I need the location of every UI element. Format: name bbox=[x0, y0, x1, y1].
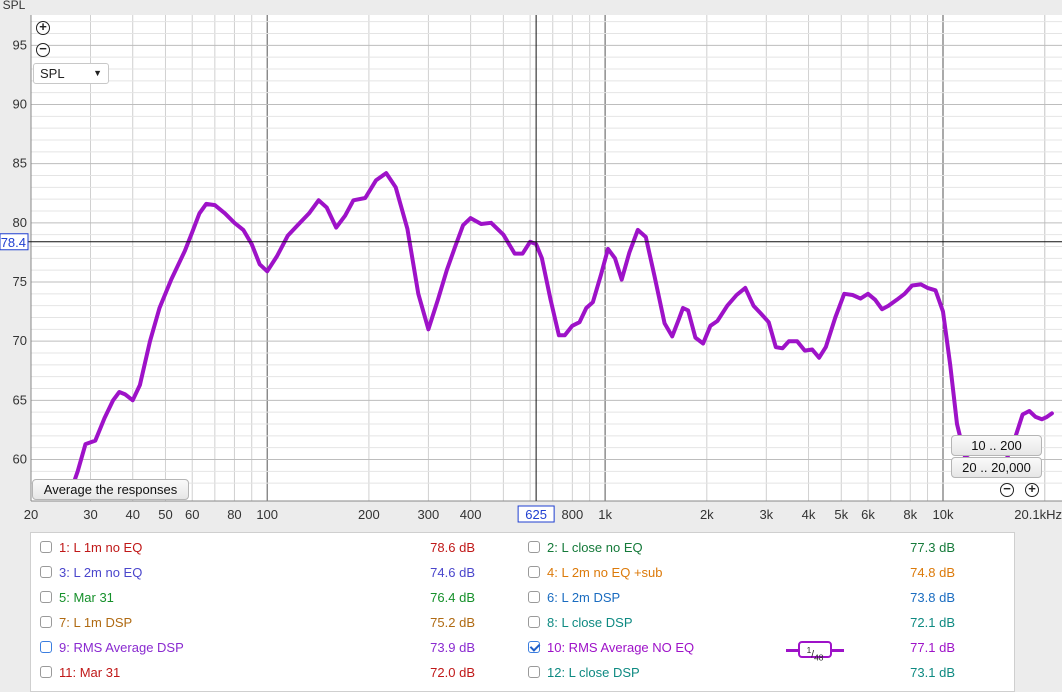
legend-checkbox[interactable] bbox=[40, 566, 52, 578]
legend-label: 9: RMS Average DSP bbox=[59, 640, 184, 655]
legend-item[interactable]: 12: L close DSP 73.1 dB bbox=[528, 663, 968, 683]
legend-label: 11: Mar 31 bbox=[59, 665, 121, 680]
cursor-x-readout: 625 bbox=[525, 507, 547, 522]
legend-value: 76.4 dB bbox=[430, 590, 475, 605]
measurement-select-value: SPL bbox=[40, 66, 65, 81]
legend-checkbox[interactable] bbox=[528, 591, 540, 603]
legend-value: 73.9 dB bbox=[430, 640, 475, 655]
legend-item[interactable]: 8: L close DSP 72.1 dB bbox=[528, 613, 968, 633]
legend-checkbox[interactable] bbox=[528, 566, 540, 578]
legend-checkbox[interactable] bbox=[528, 641, 540, 653]
legend-item[interactable]: 6: L 2m DSP 73.8 dB bbox=[528, 588, 968, 608]
legend-label: 1: L 1m no EQ bbox=[59, 540, 143, 555]
legend-label: 10: RMS Average NO EQ bbox=[547, 640, 695, 655]
x-tick-label: 80 bbox=[227, 507, 241, 522]
legend-label: 8: L close DSP bbox=[547, 615, 633, 630]
legend-item[interactable]: 5: Mar 31 76.4 dB bbox=[40, 588, 480, 608]
legend-value: 74.8 dB bbox=[910, 565, 955, 580]
legend-label: 3: L 2m no EQ bbox=[59, 565, 143, 580]
x-tick-label: 50 bbox=[158, 507, 172, 522]
y-tick-label: 80 bbox=[13, 215, 27, 230]
x-tick-label: 60 bbox=[185, 507, 199, 522]
y-tick-label: 70 bbox=[13, 333, 27, 348]
legend-item[interactable]: 11: Mar 31 72.0 dB bbox=[40, 663, 480, 683]
legend-value: 78.6 dB bbox=[430, 540, 475, 555]
cursor-x-readout-box bbox=[517, 505, 555, 523]
legend-value: 72.0 dB bbox=[430, 665, 475, 680]
legend-item[interactable]: 7: L 1m DSP 75.2 dB bbox=[40, 613, 480, 633]
y-axis-title: SPL bbox=[3, 0, 26, 12]
x-tick-label: 20 bbox=[24, 507, 38, 522]
legend-label: 12: L close DSP bbox=[547, 665, 640, 680]
x-tick-label: 300 bbox=[418, 507, 440, 522]
y-tick-label: 60 bbox=[13, 452, 27, 467]
y-tick-label: 75 bbox=[13, 274, 27, 289]
legend-value: 77.3 dB bbox=[910, 540, 955, 555]
average-responses-button[interactable]: Average the responses bbox=[32, 479, 189, 500]
x-tick-label: 5k bbox=[834, 507, 848, 522]
x-tick-label: 100 bbox=[256, 507, 278, 522]
smoothing-indicator[interactable]: 1/48 bbox=[786, 640, 844, 662]
y-tick-label: 95 bbox=[13, 37, 27, 52]
measurement-select[interactable]: SPL ▼ bbox=[33, 63, 109, 84]
x-tick-label: 800 bbox=[561, 507, 583, 522]
x-tick-label: 8k bbox=[903, 507, 917, 522]
legend-item[interactable]: 1: L 1m no EQ 78.6 dB bbox=[40, 538, 480, 558]
legend-label: 6: L 2m DSP bbox=[547, 590, 621, 605]
legend-item[interactable]: 2: L close no EQ 77.3 dB bbox=[528, 538, 968, 558]
x-tick-label: 1k bbox=[598, 507, 612, 522]
y-tick-label: 90 bbox=[13, 97, 27, 112]
x-tick-label: 10k bbox=[933, 507, 954, 522]
zoom-in-icon[interactable]: + bbox=[36, 20, 50, 35]
range-10-200-button[interactable]: 10 .. 200 bbox=[951, 435, 1042, 456]
x-tick-label: 20.1kHz bbox=[1014, 507, 1062, 522]
x-tick-label: 200 bbox=[358, 507, 380, 522]
series-line-rms-average-no-eq bbox=[67, 171, 1054, 497]
zoom-out-icon[interactable]: − bbox=[36, 42, 50, 57]
smoothing-value: 1/48 bbox=[798, 641, 832, 662]
legend-checkbox[interactable] bbox=[40, 616, 52, 628]
legend-label: 2: L close no EQ bbox=[547, 540, 643, 555]
legend-label: 4: L 2m no EQ +sub bbox=[547, 565, 663, 580]
legend-label: 7: L 1m DSP bbox=[59, 615, 133, 630]
legend-checkbox[interactable] bbox=[40, 666, 52, 678]
legend-item[interactable]: 3: L 2m no EQ 74.6 dB bbox=[40, 563, 480, 583]
legend-item[interactable]: 10: RMS Average NO EQ 77.1 dB bbox=[528, 638, 968, 658]
smoothing-numerator: 1 bbox=[806, 645, 812, 655]
zoom-out-x-icon[interactable]: − bbox=[1000, 482, 1014, 497]
legend-value: 73.1 dB bbox=[910, 665, 955, 680]
legend-checkbox[interactable] bbox=[40, 541, 52, 553]
y-tick-label: 65 bbox=[13, 392, 27, 407]
legend-checkbox[interactable] bbox=[528, 666, 540, 678]
x-tick-label: 400 bbox=[460, 507, 482, 522]
x-tick-label: 40 bbox=[125, 507, 139, 522]
legend-value: 77.1 dB bbox=[910, 640, 955, 655]
chevron-down-icon: ▼ bbox=[93, 68, 102, 78]
legend-value: 74.6 dB bbox=[430, 565, 475, 580]
legend-value: 72.1 dB bbox=[910, 615, 955, 630]
y-tick-label: 85 bbox=[13, 156, 27, 171]
frequency-response-chart[interactable]: 60 65 70 75 80 85 90 95 SPL 20 30 40 50 60 80 100 200 300… bbox=[0, 0, 1062, 530]
cursor-y-readout: 78.4 bbox=[1, 235, 26, 250]
legend-item[interactable]: 9: RMS Average DSP 73.9 dB bbox=[40, 638, 480, 658]
cursor-y-readout-box bbox=[0, 233, 29, 251]
range-20-20000-button[interactable]: 20 .. 20,000 bbox=[951, 457, 1042, 478]
x-tick-label: 4k bbox=[802, 507, 816, 522]
legend-item[interactable]: 4: L 2m no EQ +sub 74.8 dB bbox=[528, 563, 968, 583]
x-tick-label: 3k bbox=[759, 507, 773, 522]
legend-checkbox[interactable] bbox=[528, 616, 540, 628]
legend-value: 73.8 dB bbox=[910, 590, 955, 605]
smoothing-denominator: 48 bbox=[814, 652, 824, 663]
legend-checkbox[interactable] bbox=[528, 541, 540, 553]
legend-label: 5: Mar 31 bbox=[59, 590, 114, 605]
x-tick-label: 6k bbox=[861, 507, 875, 522]
measurement-legend: 1: L 1m no EQ 78.6 dB 2: L close no EQ 77.3… bbox=[30, 532, 1015, 692]
legend-value: 75.2 dB bbox=[430, 615, 475, 630]
x-tick-label: 2k bbox=[700, 507, 714, 522]
x-tick-label: 30 bbox=[83, 507, 97, 522]
legend-checkbox[interactable] bbox=[40, 591, 52, 603]
legend-checkbox[interactable] bbox=[40, 641, 52, 653]
zoom-in-x-icon[interactable]: + bbox=[1025, 482, 1039, 497]
